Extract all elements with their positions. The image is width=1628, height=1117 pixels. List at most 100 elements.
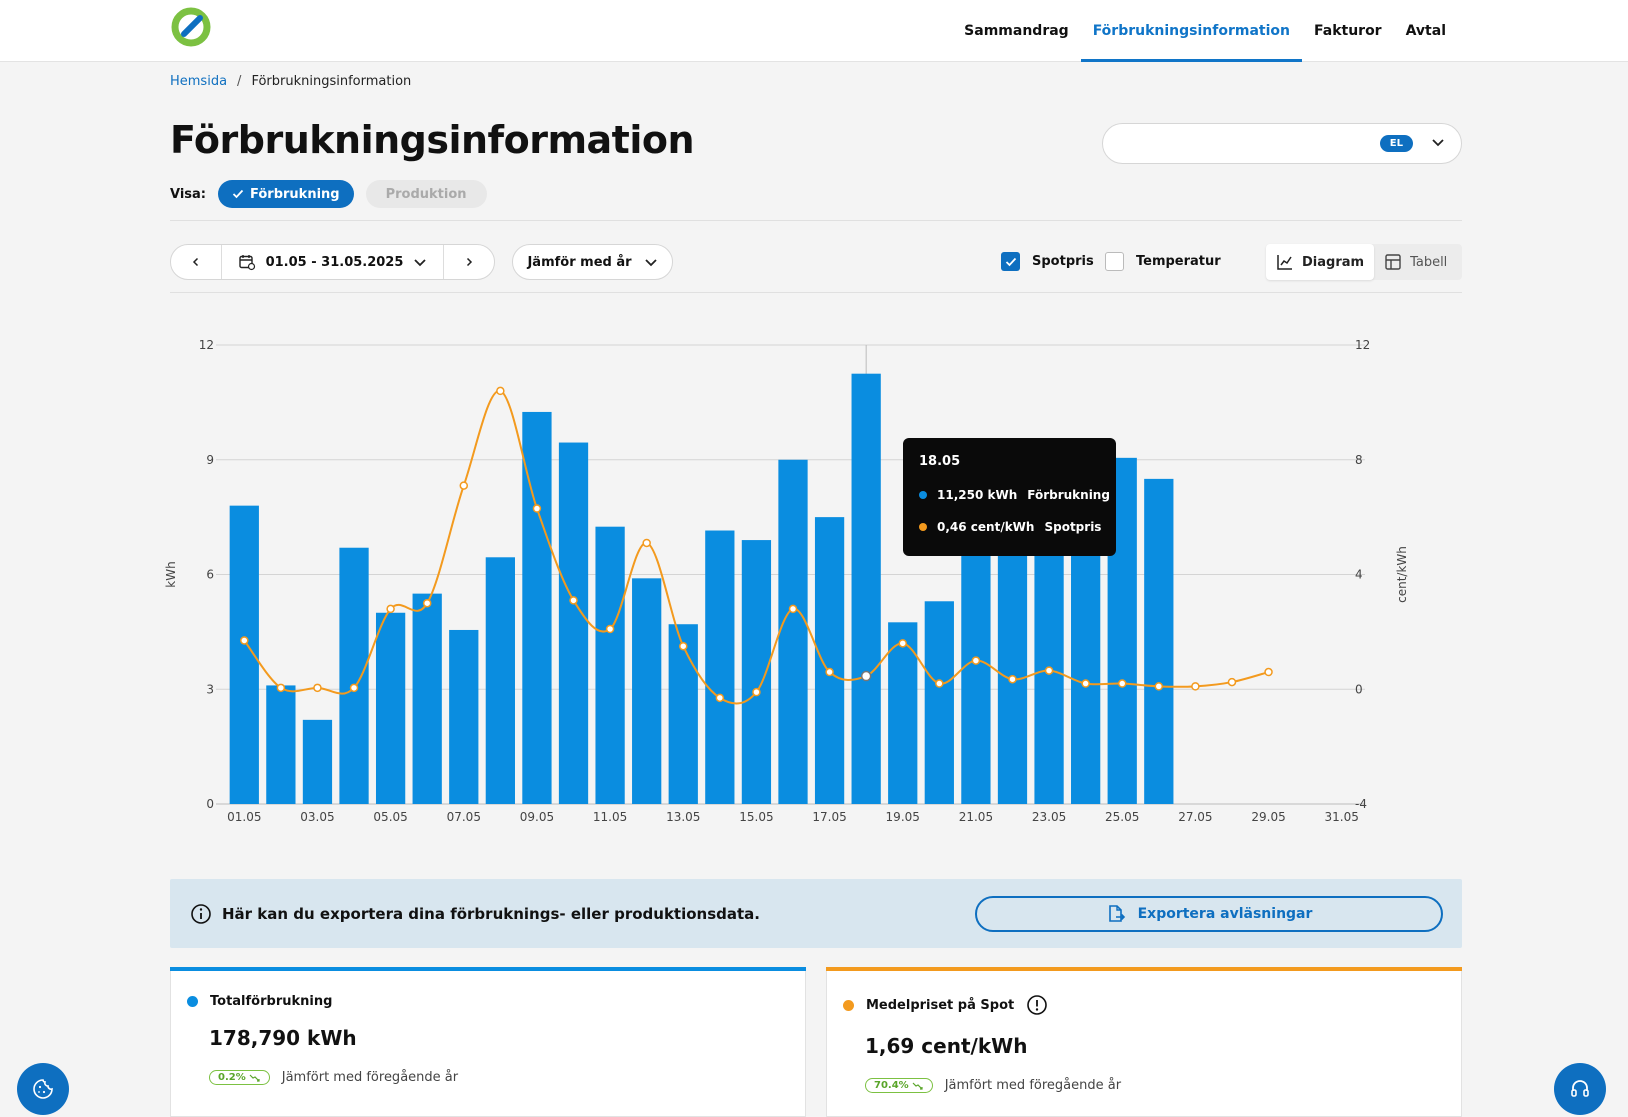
cookie-settings-button[interactable] [17, 1063, 69, 1115]
tooltip-consumption-label: Förbrukning [1027, 488, 1110, 502]
info-icon [191, 904, 211, 924]
consumption-chart[interactable]: 0 3 6 9 12 -4 0 4 8 12 kWh cent/kWh 01.05 03.05 05.05 0… [160, 320, 1440, 840]
bar-14.05 [705, 530, 735, 804]
x-tick-label: 01.05 [227, 810, 261, 824]
spotpris-checkbox[interactable]: Spotpris [1001, 252, 1094, 271]
meter-type-badge: EL [1379, 135, 1413, 152]
diagram-view-label: Diagram [1302, 254, 1365, 270]
export-info: Här kan du exportera dina förbruknings- … [190, 903, 760, 925]
y-tick-label: 6 [206, 568, 214, 582]
y-right-tick-label: -4 [1355, 797, 1367, 811]
date-range-dropdown[interactable]: 01.05 - 31.05.2025 [221, 245, 444, 279]
spotpris-point-19.05 [898, 639, 907, 648]
spotpris-point-11.05 [605, 624, 615, 634]
comparison-text: Jämfört med föregående år [281, 1070, 459, 1085]
y-right-tick-label: 4 [1355, 568, 1363, 582]
calendar-icon [238, 255, 255, 271]
date-range-picker: 01.05 - 31.05.2025 [170, 244, 495, 280]
spotpris-point-25.05 [1117, 679, 1127, 688]
average-spot-price-value: 1,69 cent/kWh [865, 1034, 1028, 1058]
change-badge: 0.2% [209, 1070, 270, 1085]
breadcrumb: Hemsida / Förbrukningsinformation [170, 74, 411, 89]
main-nav: Sammandrag Förbrukningsinformation Faktu… [952, 0, 1458, 62]
previous-period-button[interactable] [171, 245, 221, 279]
visa-label: Visa: [170, 186, 206, 202]
section-divider [170, 292, 1462, 293]
export-banner: Här kan du exportera dina förbruknings- … [170, 879, 1462, 948]
x-tick-label: 07.05 [447, 810, 481, 824]
spotpris-point-05.05 [386, 604, 395, 614]
spotpris-point-08.05 [496, 386, 505, 396]
diagram-view-button[interactable]: Diagram [1266, 244, 1375, 280]
next-period-button[interactable] [444, 245, 494, 279]
spotpris-point-18.05 [860, 670, 872, 682]
trend-down-icon [912, 1082, 923, 1090]
bar-26.05 [1144, 478, 1174, 804]
y-tick-label: 12 [199, 338, 214, 352]
y-right-tick-label: 0 [1355, 682, 1363, 696]
chart-icon [1277, 255, 1292, 270]
compare-year-dropdown[interactable]: Jämför med år [512, 244, 673, 280]
y-right-axis-title: cent/kWh [1395, 546, 1409, 603]
checkbox-unchecked[interactable] [1105, 252, 1124, 271]
chevron-left-icon [192, 257, 199, 267]
spotpris-point-16.05 [788, 604, 798, 614]
card-title-row: Medelpriset på Spot [843, 994, 1048, 1016]
x-tick-label: 03.05 [300, 810, 334, 824]
tooltip-price-row: 0,46 cent/kWh Spotpris [919, 520, 1101, 534]
breadcrumb-current: Förbrukningsinformation [251, 74, 412, 89]
bar-24.05 [1071, 547, 1101, 804]
comparison-row: 70.4% Jämfört med föregående år [865, 1078, 1121, 1093]
spotpris-point-24.05 [1081, 679, 1090, 688]
table-view-button[interactable]: Tabell [1374, 244, 1457, 280]
comparison-text: Jämfört med föregående år [944, 1078, 1122, 1093]
produktion-toggle-label: Produktion [385, 186, 467, 202]
chevron-down-icon [1432, 139, 1444, 147]
spotpris-point-09.05 [532, 504, 542, 513]
price-dot-icon [843, 999, 854, 1011]
checkbox-checked[interactable] [1001, 252, 1020, 271]
nav-item-forbrukningsinformation[interactable]: Förbrukningsinformation [1080, 0, 1302, 62]
bar-08.05 [485, 557, 515, 804]
bar-12.05 [632, 578, 662, 804]
meter-select-dropdown[interactable]: EL [1102, 123, 1462, 164]
bar-18.05 [851, 373, 881, 804]
spotpris-point-10.05 [569, 596, 578, 605]
bar-13.05 [668, 624, 698, 804]
total-consumption-value: 178,790 kWh [209, 1026, 357, 1050]
tooltip-price-label: Spotpris [1044, 520, 1102, 534]
cookie-icon [33, 1079, 53, 1099]
produktion-toggle[interactable]: Produktion [365, 180, 487, 208]
nav-item-fakturor[interactable]: Fakturor [1314, 23, 1382, 39]
chart-tooltip: 18.05 11,250 kWh Förbrukning 0,46 cent/k… [903, 438, 1116, 556]
brand-logo-icon[interactable] [170, 6, 212, 48]
spotpris-label: Spotpris [1032, 254, 1094, 269]
export-readings-button[interactable]: Exportera avläsningar [975, 896, 1443, 932]
export-readings-label: Exportera avläsningar [1137, 906, 1313, 922]
spotpris-point-17.05 [825, 667, 834, 677]
file-export-icon [1108, 905, 1125, 922]
customer-support-button[interactable] [1554, 1063, 1606, 1115]
spotpris-point-21.05 [971, 656, 981, 665]
nav-item-avtal[interactable]: Avtal [1405, 23, 1446, 39]
bar-19.05 [888, 622, 918, 804]
bar-04.05 [339, 547, 369, 804]
temperatur-checkbox[interactable]: Temperatur [1105, 252, 1221, 271]
bar-10.05 [558, 442, 589, 804]
nav-item-sammandrag[interactable]: Sammandrag [964, 23, 1069, 39]
x-tick-label: 27.05 [1178, 810, 1212, 824]
spotpris-point-27.05 [1191, 682, 1200, 691]
bar-02.05 [266, 685, 296, 804]
x-tick-label: 21.05 [959, 810, 993, 824]
consumption-dot-icon [187, 996, 198, 1007]
forbrukning-toggle-label: Förbrukning [250, 186, 340, 202]
spotpris-point-29.05 [1264, 667, 1273, 677]
alert-info-icon[interactable] [1026, 994, 1048, 1016]
forbrukning-toggle[interactable]: Förbrukning [218, 180, 354, 208]
breadcrumb-home-link[interactable]: Hemsida [170, 74, 228, 89]
date-range-label: 01.05 - 31.05.2025 [265, 254, 404, 270]
y-right-tick-label: 8 [1355, 453, 1363, 467]
page-title: Förbrukningsinformation [170, 118, 695, 162]
top-navigation-bar: Sammandrag Förbrukningsinformation Faktu… [0, 0, 1628, 62]
bar-16.05 [778, 459, 808, 804]
